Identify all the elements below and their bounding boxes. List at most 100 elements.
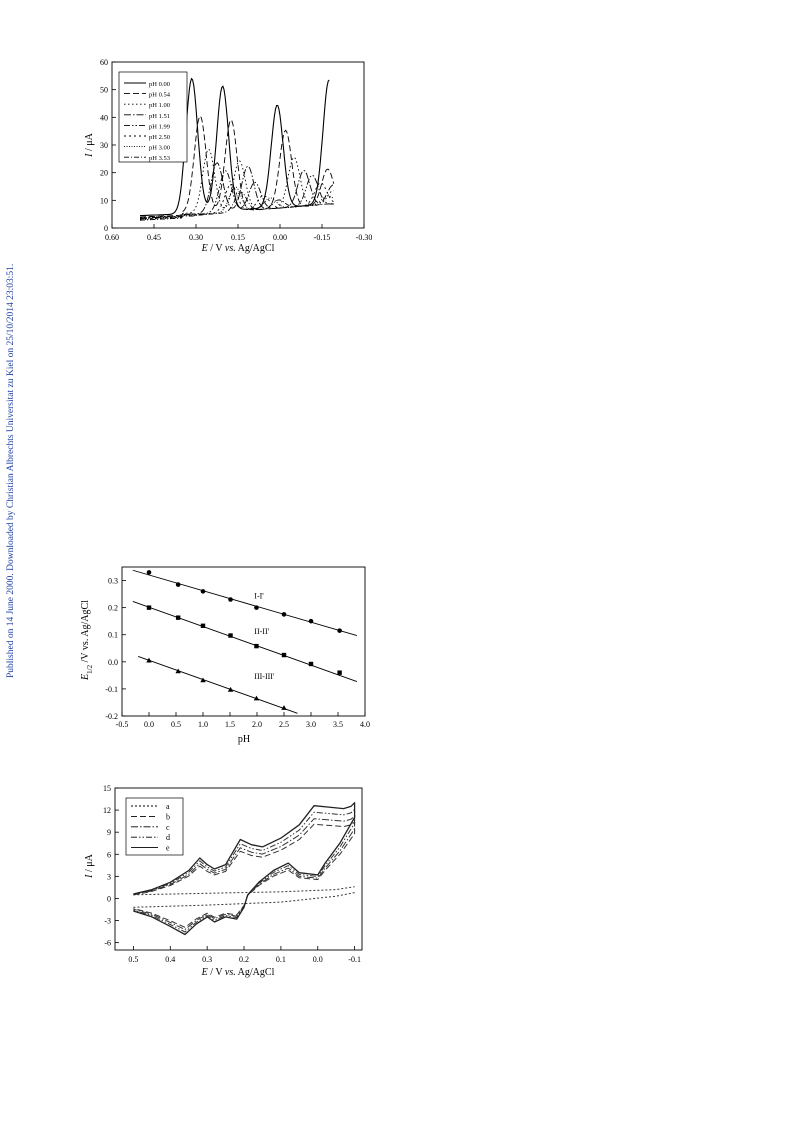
cv-axes: 0.5 0.4 0.3 0.2 0.1 0.0 -0.1 -6 -3 0 3 6 9 12 15 [103,784,361,964]
e-half-point-circle [228,597,233,602]
e-half-point-triangle [200,677,206,683]
e-half-x-tick-label: 1.0 [198,720,208,729]
dpv-y-tick-label: 20 [100,169,108,178]
dpv-x-tick-label: -0.15 [314,233,331,242]
e-half-x-tick-label: 0.5 [171,720,181,729]
e-half-y-tick-label: -0.1 [105,685,118,694]
e-half-series-label: III-III' [254,672,275,681]
cv-curves [133,802,356,936]
e-half-y-tick-label: 0.3 [108,577,118,586]
cv-y-tick-label: 9 [107,828,111,837]
cv-y-tick-label: 15 [103,784,111,793]
dpv-x-tick-label: -0.30 [356,233,373,242]
e-half-vs-ph-fits [132,569,358,714]
e-half-point-circle [175,582,181,587]
dpv-legend-label: pH 0.54 [149,92,171,99]
e-half-point-triangle [281,705,287,710]
e-half-x-tick-label: 2.0 [252,720,262,729]
dpv-series-line [139,170,334,220]
e-half-x-tick-label: 3.5 [333,720,343,729]
dpv-series-line [140,182,335,220]
dpv-series-line [140,77,330,217]
e-half-x-tick-label: 0.0 [144,720,154,729]
dpv-x-tick-label: 0.30 [189,233,203,242]
e-half-x-tick-label: 4.0 [360,720,370,729]
cv-series-line [133,808,356,933]
cv-y-tick-label: 0 [107,894,111,903]
dpv-x-axis-label: E / V vs. Ag/AgCl [201,243,275,254]
e-half-point-square [200,623,206,628]
cv-y-tick-label: 6 [107,850,111,859]
e-half-plot-frame [121,566,366,717]
e-half-y-tick-label: -0.2 [105,712,118,721]
e-half-y-tick-label: 0.0 [108,658,118,667]
e-half-point-square [175,615,181,620]
cv-legend-label: d [166,833,170,842]
dpv-legend-label: pH 0.00 [149,81,170,88]
dpv-y-tick-label: 50 [100,86,108,95]
cv-y-tick-label: -6 [104,939,111,948]
e-half-point-square [228,633,233,638]
e-half-point-triangle [227,686,234,692]
e-half-point-square [254,643,259,649]
e-half-point-square [308,661,314,667]
dpv-y-tick-label: 60 [100,58,108,67]
cv-y-tick-label: -3 [104,917,111,926]
e-half-y-tick-label: 0.1 [108,631,118,640]
e-half-x-tick-label: 3.0 [306,720,316,729]
cv-series-line [133,886,355,908]
cv-x-tick-label: 0.3 [202,955,212,964]
dpv-series-line [139,191,334,221]
e-half-series-label: I-I' [254,592,264,601]
cv-x-tick-label: 0.1 [276,955,286,964]
e-half-points [146,570,342,710]
e-half-point-circle [200,589,206,594]
cv-legend-label: b [166,812,170,821]
dpv-x-tick-label: 0.60 [105,233,119,242]
e-half-point-circle [308,618,314,624]
dpv-x-tick-label: 0.45 [147,233,161,242]
e-half-fit-line [132,569,358,636]
dpv-y-tick-label: 30 [100,141,108,150]
e-half-x-axis-label: pH [238,734,250,745]
dpv-legend-label: pH 2.50 [149,134,170,141]
dpv-x-tick-label: 0.15 [231,233,245,242]
e-half-x-tick-label: -0.5 [116,720,129,729]
e-half-point-circle [146,570,152,575]
dpv-legend-label: pH 1.00 [149,102,170,109]
dpv-y-axis-label: I / μA [84,132,95,157]
e-half-point-circle [337,628,342,633]
cv-x-tick-label: 0.2 [239,955,249,964]
cv-x-tick-label: 0.5 [128,955,138,964]
cv-series-line [133,815,356,930]
dpv-x-tick-label: 0.00 [273,233,287,242]
cv-x-tick-label: 0.4 [165,955,175,964]
cv-y-tick-label: 12 [103,806,111,815]
dpv-y-tick-label: 10 [100,196,108,205]
e-half-point-triangle [146,657,152,663]
e-half-point-square [146,605,152,610]
cv-x-tick-label: 0.0 [313,955,323,964]
e-half-series-labels: I-I' II-II' III-III' [254,592,275,681]
dpv-axes: 0.60 0.45 0.30 0.15 0.00 -0.15 -0.30 0 10 20 30 40 5… [100,58,372,242]
dpv-legend-label: pH 1.99 [149,123,170,130]
e-half-y-tick-label: 0.2 [108,604,118,613]
dpv-legend-label: pH 3.53 [149,155,170,162]
dpv-y-tick-label: 0 [104,224,108,233]
e-half-point-square [337,670,342,675]
cv-x-tick-label: -0.1 [348,955,361,964]
e-half-axes: -0.5 0.0 0.5 1.0 1.5 2.0 2.5 3.0 3.5 4.0 -0.2 -0.1 0… [105,577,370,729]
e-half-fit-line [138,655,298,714]
dpv-legend-box [118,71,188,163]
cv-legend-label: c [166,823,170,832]
dpv-series-line [140,162,334,219]
dpv-curves [139,77,335,221]
e-half-point-square [281,652,287,658]
e-half-point-triangle [175,668,181,674]
e-half-x-tick-label: 2.5 [279,720,289,729]
dpv-y-tick-label: 40 [100,113,108,122]
cv-y-tick-label: 3 [107,872,111,881]
cv-series-line [133,821,356,928]
